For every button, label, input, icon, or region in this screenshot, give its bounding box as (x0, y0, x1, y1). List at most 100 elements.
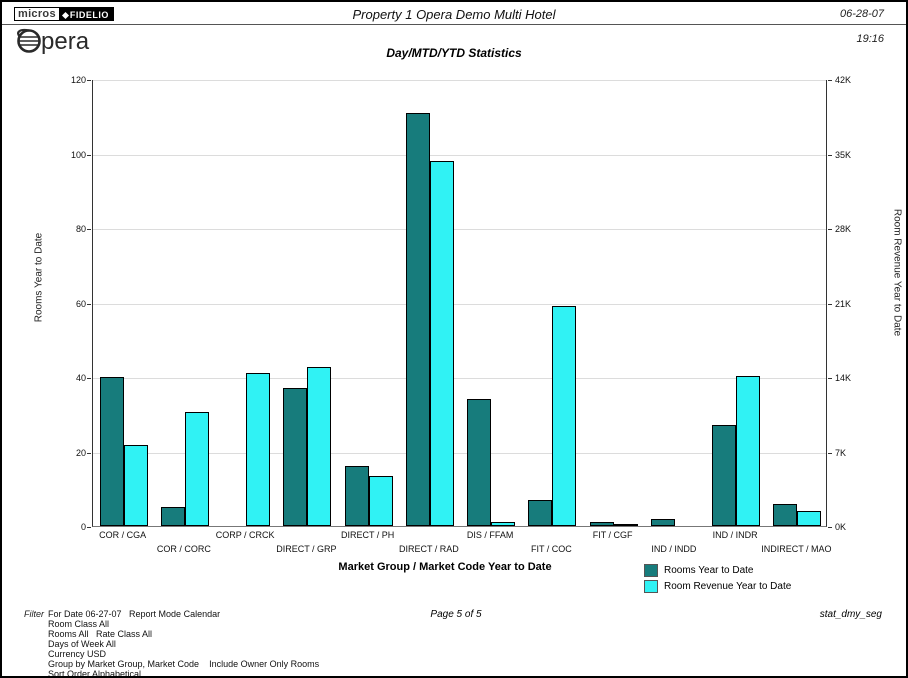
legend-label: Room Revenue Year to Date (664, 581, 792, 592)
x-axis-title: Market Group / Market Code Year to Date (338, 561, 552, 573)
bar-rooms (283, 388, 308, 526)
gridline (93, 154, 826, 156)
bar-revenue (307, 367, 332, 526)
filter-line: Currency USD (48, 649, 107, 659)
y-tick-label-left: 100 (70, 149, 86, 160)
bar-rooms (589, 522, 614, 526)
y-tick-label-right: 21K (835, 298, 852, 309)
filter-line: Rooms All Rate Class All (48, 629, 153, 639)
y-tick-label-left: 80 (75, 224, 86, 234)
x-tick-label: COR / CGA (99, 530, 147, 540)
bar-revenue (736, 375, 761, 526)
gridline (93, 452, 826, 454)
filter-label: Filter (24, 609, 44, 619)
filter-line: For Date 06-27-07 Report Mode Calendar (48, 609, 221, 619)
opera-logo: pera (15, 25, 107, 60)
gridline (93, 378, 826, 379)
x-tick-label: FIT / COC (530, 544, 572, 554)
bar-rooms (773, 503, 798, 526)
chart-title: Day/MTD/YTD Statistics (386, 46, 522, 60)
tick-mark (87, 229, 91, 230)
filter-line: Days of Week All (48, 639, 116, 649)
y-tick-label-right: 35K (835, 149, 852, 160)
bar-revenue (368, 475, 393, 526)
gridline (93, 80, 826, 81)
y-tick-label-right: 14K (835, 373, 852, 383)
x-tick-label: IND / INDD (651, 544, 697, 554)
y-tick-label-right: 28K (835, 224, 852, 234)
bar-revenue (491, 522, 516, 526)
bar-rooms (344, 466, 369, 526)
filter-line: Room Class All (48, 619, 110, 629)
y-tick-label-left: 120 (70, 75, 86, 85)
x-tick-label: COR / CORC (156, 544, 211, 554)
bar-revenue (429, 160, 454, 526)
bar-revenue (184, 412, 209, 526)
tick-mark (828, 80, 832, 81)
bar-rooms (99, 377, 124, 526)
report-title: Property 1 Opera Demo Multi Hotel (352, 7, 556, 22)
x-tick-label: IND / INDR (712, 530, 758, 540)
tick-mark (828, 452, 832, 454)
svg-text:pera: pera (41, 28, 90, 55)
y-tick-label-right: 7K (835, 447, 847, 458)
revenue-swatch-icon (644, 580, 658, 593)
x-tick-label: FIT / CGF (592, 530, 633, 540)
tick-mark (828, 527, 832, 528)
tick-mark (87, 378, 91, 379)
legend-item-rooms: Rooms Year to Date (644, 564, 791, 577)
tick-mark (87, 303, 91, 305)
tick-mark (87, 80, 91, 81)
legend-item-revenue: Room Revenue Year to Date (644, 580, 791, 593)
bar-rooms (467, 399, 492, 526)
page-number: Page 5 of 5 (430, 609, 482, 620)
y-tick-label-left: 0 (80, 522, 86, 532)
bar-revenue (246, 372, 271, 526)
bar-rooms (160, 507, 185, 526)
micros-fidelio-logo: micros FIDELIO (14, 7, 114, 21)
right-axis-title: Room Revenue Year to Date (891, 208, 903, 337)
legend: Rooms Year to Date Room Revenue Year to … (644, 564, 791, 596)
report-time: 19:16 (856, 33, 884, 45)
bar-revenue (613, 524, 638, 526)
bar-revenue (797, 511, 822, 526)
y-tick-label-left: 60 (75, 298, 86, 309)
micros-logo-text: micros (14, 7, 60, 21)
filter-lines: For Date 06-27-07 Report Mode Calendar Ro… (48, 609, 320, 676)
fidelio-logo-text: FIDELIO (59, 7, 114, 21)
x-tick-label: DIRECT / PH (340, 530, 395, 540)
bar-revenue (123, 445, 148, 526)
tick-mark (87, 452, 91, 454)
x-tick-label: CORP / CRCK (215, 530, 275, 540)
tick-mark (87, 154, 91, 156)
x-tick-label: INDIRECT / MAO (761, 544, 832, 554)
rooms-swatch-icon (644, 564, 658, 577)
bar-rooms (528, 499, 553, 526)
y-tick-label-left: 20 (75, 447, 86, 458)
y-tick-label-right: 0K (835, 522, 847, 532)
tick-mark (87, 527, 91, 528)
x-tick-label: DIRECT / GRP (276, 544, 337, 554)
plot-area (92, 80, 827, 527)
gridline (93, 229, 826, 230)
x-tick-label: DIRECT / RAD (398, 544, 459, 554)
report-date: 06-28-07 (839, 8, 884, 20)
y-tick-label-right: 42K (835, 75, 852, 85)
legend-label: Rooms Year to Date (664, 565, 754, 576)
x-tick-label: DIS / FFAM (466, 530, 514, 540)
bar-rooms (650, 518, 675, 526)
filter-line: Group by Market Group, Market Code Inclu… (48, 659, 320, 669)
tick-mark (828, 303, 832, 305)
bar-rooms (712, 425, 737, 526)
bar-rooms (405, 112, 430, 526)
gridline (93, 303, 826, 305)
bar-revenue (552, 305, 577, 526)
tick-mark (828, 378, 832, 379)
tick-mark (828, 229, 832, 230)
opera-o-icon: pera (17, 28, 90, 55)
tick-mark (828, 154, 832, 156)
report-id: stat_dmy_seg (819, 609, 882, 620)
header-divider (2, 24, 906, 25)
y-tick-label-left: 40 (75, 373, 86, 383)
